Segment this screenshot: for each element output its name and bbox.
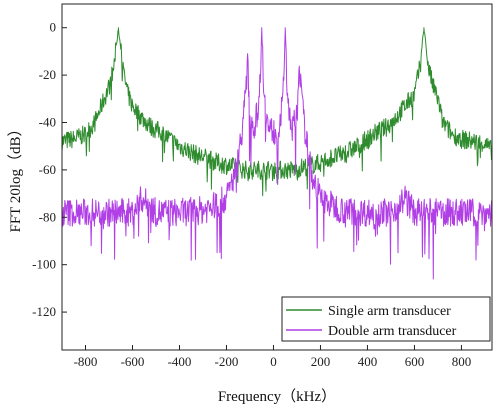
y-tick-label: -120	[32, 304, 56, 319]
x-axis-title: Frequency（kHz）	[218, 388, 336, 405]
plot-frame	[61, 3, 493, 351]
legend-label: Single arm transducer	[328, 304, 451, 319]
series-layer	[61, 27, 493, 280]
y-tick-label: -80	[39, 209, 56, 224]
x-tick-label: -800	[74, 354, 98, 369]
series-line-single-arm	[61, 27, 493, 197]
x-tick-label: 200	[311, 354, 331, 369]
x-tick-label: 400	[358, 354, 378, 369]
y-axis-title: FFT 20log（dB）	[7, 122, 24, 233]
y-tick-label: 0	[50, 20, 57, 35]
tick-layer: -800 -600 -400 -200 0 200 400 600 800 0 -20 -40 -60 -…	[32, 20, 471, 369]
y-tick-label: -100	[32, 257, 56, 272]
x-tick-label: 800	[452, 354, 472, 369]
y-tick-label: -20	[39, 67, 56, 82]
y-tick-label: -40	[39, 114, 56, 129]
y-tick-label: -60	[39, 162, 56, 177]
x-tick-label: -200	[215, 354, 239, 369]
x-tick-label: 0	[270, 354, 277, 369]
series-line-double-arm	[61, 27, 493, 280]
x-tick-label: -600	[121, 354, 145, 369]
x-tick-label: -400	[168, 354, 192, 369]
x-tick-label: 600	[405, 354, 425, 369]
legend-label: Double arm transducer	[328, 324, 457, 339]
legend: Single arm transducer Double arm transduc…	[281, 296, 491, 342]
legend-box	[281, 296, 491, 342]
